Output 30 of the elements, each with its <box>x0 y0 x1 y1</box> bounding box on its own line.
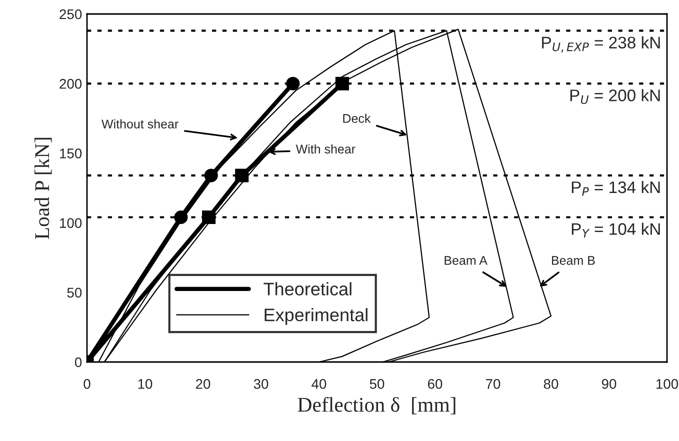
legend-label: Theoretical <box>264 282 352 296</box>
annotation: With shear <box>296 144 356 154</box>
x-tick-label: 60 <box>428 379 442 389</box>
x-tick-label: 50 <box>370 379 384 389</box>
x-tick-label: 100 <box>656 379 678 389</box>
x-tick-label: 30 <box>254 379 268 389</box>
y-tick-label: 50 <box>67 288 82 298</box>
y-tick-label: 100 <box>60 218 82 228</box>
x-tick-label: 20 <box>196 379 210 389</box>
x-tick-label: 80 <box>544 379 558 389</box>
ref-line-label: P$_{U,EXP}$ = 238 kN <box>542 36 660 52</box>
ref-line-label: P$_{U}$ = 200 kN <box>570 89 660 104</box>
y-tick-label: 250 <box>60 9 82 20</box>
y-tick-label: 0 <box>74 357 82 368</box>
y-tick-label: 150 <box>60 148 82 158</box>
x-tick-label: 70 <box>486 379 500 389</box>
x-axis-title: Deflection δ [mm] <box>298 396 456 414</box>
x-tick-label: 90 <box>602 379 616 389</box>
x-tick-label: 10 <box>138 379 152 389</box>
x-tick-label: 0 <box>84 379 90 389</box>
annotation: Beam B <box>552 256 595 265</box>
annotation: Deck <box>343 114 371 123</box>
y-axis-title: Load P [kN] <box>34 138 52 240</box>
x-tick-label: 40 <box>312 379 326 389</box>
legend-label: Experimental <box>264 308 368 325</box>
ref-line-label: P$_{P}$ = 134 kN <box>572 180 660 196</box>
annotation: Beam A <box>444 256 488 265</box>
y-tick-label: 200 <box>60 78 82 89</box>
annotation: Without shear <box>102 119 178 128</box>
ref-line-label: P$_{Y}$ = 104 kN <box>572 222 660 238</box>
